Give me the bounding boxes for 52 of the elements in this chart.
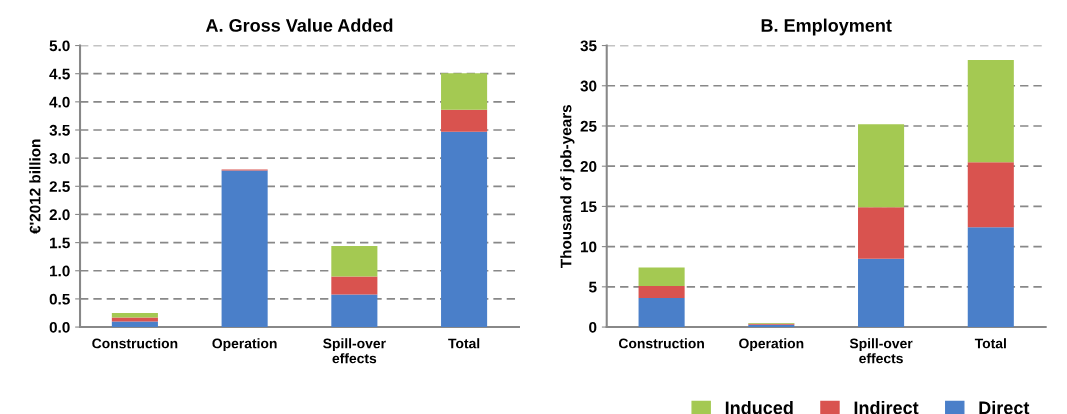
y-tick-label: 35 bbox=[580, 40, 597, 52]
bar bbox=[331, 294, 378, 328]
bar bbox=[638, 298, 685, 328]
y-tick-label: 5 bbox=[588, 281, 597, 293]
y-tick-label: 4.5 bbox=[49, 68, 70, 80]
bar bbox=[331, 276, 378, 295]
legend-label: Direct bbox=[979, 400, 1030, 414]
bar bbox=[858, 258, 905, 328]
x-tick-label: Construction bbox=[618, 338, 704, 349]
bar bbox=[967, 162, 1014, 228]
y-tick-label: 3.0 bbox=[49, 153, 70, 164]
y-tick-label: 25 bbox=[580, 120, 597, 132]
legend-label: Induced bbox=[725, 400, 793, 414]
bar bbox=[221, 170, 268, 328]
y-tick-label: 1.5 bbox=[50, 237, 70, 249]
y-tick-label: 0 bbox=[589, 321, 597, 333]
y-tick-label: 5.0 bbox=[49, 40, 70, 52]
chart-title: B. Employment bbox=[761, 18, 892, 36]
y-tick-label: 30 bbox=[580, 80, 597, 92]
bar bbox=[111, 317, 158, 322]
bar bbox=[331, 245, 378, 277]
bar bbox=[441, 73, 488, 110]
bar bbox=[638, 267, 685, 287]
x-tick-label: Construction bbox=[92, 338, 178, 349]
y-tick-label: 0.0 bbox=[49, 321, 70, 333]
x-tick-label: Spill-over effects bbox=[849, 338, 913, 364]
y-tick-label: 20 bbox=[580, 161, 597, 172]
legend-label: Indirect bbox=[854, 400, 919, 414]
bar bbox=[111, 321, 158, 328]
y-tick-label: 2.5 bbox=[49, 181, 70, 192]
bar bbox=[858, 207, 905, 259]
x-tick-label: Total bbox=[448, 338, 480, 349]
bar bbox=[441, 131, 488, 328]
bar bbox=[441, 109, 488, 132]
x-tick-label: Spill-over effects bbox=[323, 338, 386, 364]
y-tick-label: 2.0 bbox=[49, 209, 70, 221]
y-tick-label: 1.0 bbox=[50, 265, 70, 277]
bar bbox=[967, 227, 1014, 328]
x-tick-label: Total bbox=[974, 338, 1006, 349]
x-tick-label: Operation bbox=[739, 338, 804, 352]
y-tick-label: 4.0 bbox=[49, 96, 70, 108]
y-axis-title: Thousand of job-years bbox=[560, 105, 575, 269]
y-tick-label: 3.5 bbox=[49, 124, 70, 136]
chart-title: A. Gross Value Added bbox=[205, 18, 393, 32]
bar bbox=[858, 124, 905, 208]
y-tick-label: 10 bbox=[580, 241, 597, 253]
y-tick-label: 15 bbox=[580, 201, 597, 213]
bar bbox=[967, 60, 1014, 163]
x-tick-label: Operation bbox=[212, 338, 277, 352]
y-tick-label: 0.5 bbox=[49, 293, 70, 305]
bar bbox=[638, 286, 685, 299]
y-axis-title: €'2012 billion bbox=[29, 139, 41, 234]
